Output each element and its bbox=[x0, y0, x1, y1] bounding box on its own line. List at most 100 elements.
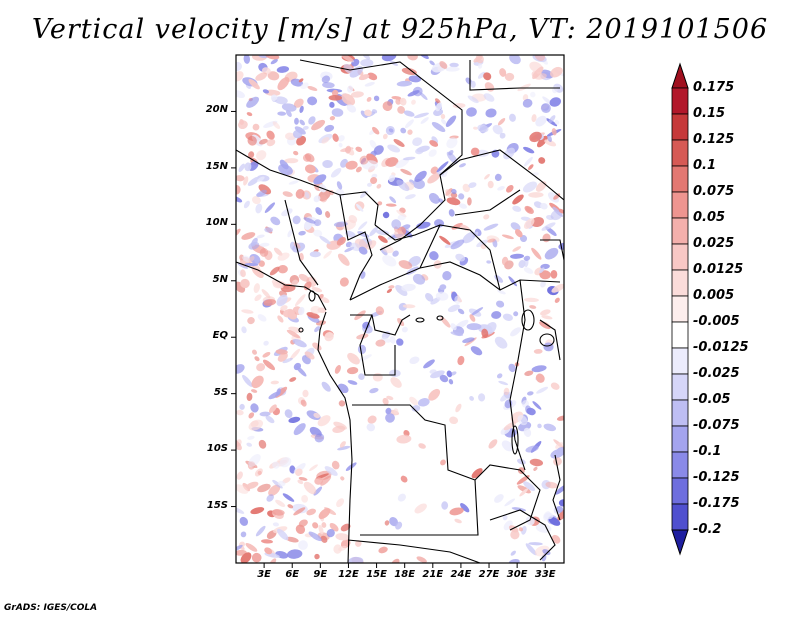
field-blob bbox=[530, 91, 536, 98]
field-blob bbox=[481, 328, 489, 338]
field-blob bbox=[394, 229, 405, 240]
field-blob bbox=[236, 228, 241, 237]
field-blob bbox=[523, 427, 532, 437]
field-blob bbox=[301, 494, 309, 503]
colorbar-label: 0.005 bbox=[693, 288, 735, 303]
field-blob bbox=[430, 370, 445, 379]
field-blob bbox=[355, 166, 362, 173]
field-blob bbox=[429, 251, 439, 261]
lake-outline bbox=[308, 290, 316, 302]
field-blob bbox=[282, 308, 295, 318]
field-blob bbox=[299, 252, 304, 261]
field-blob bbox=[248, 78, 260, 90]
field-blob bbox=[455, 403, 462, 413]
field-blob bbox=[304, 351, 315, 360]
field-blob bbox=[266, 494, 274, 502]
field-blob bbox=[550, 66, 563, 78]
border-line bbox=[439, 149, 564, 201]
colorbar-swatch bbox=[671, 347, 689, 375]
field-blob bbox=[280, 305, 288, 311]
field-blob bbox=[287, 549, 303, 559]
field-blob bbox=[367, 415, 377, 424]
field-blob bbox=[517, 467, 525, 475]
field-blob bbox=[367, 72, 378, 81]
field-blob bbox=[445, 115, 457, 127]
field-blob bbox=[454, 518, 462, 524]
field-blob bbox=[386, 288, 393, 294]
field-blob bbox=[360, 59, 374, 67]
field-blob bbox=[304, 191, 310, 199]
field-blob bbox=[457, 355, 465, 366]
colorbar-swatch bbox=[671, 477, 689, 505]
field-blob bbox=[298, 519, 308, 527]
field-blob bbox=[497, 186, 505, 191]
field-blob bbox=[533, 466, 538, 471]
colorbar-label: -0.175 bbox=[693, 496, 740, 511]
field-blob bbox=[278, 164, 293, 176]
field-blob bbox=[347, 380, 358, 385]
field-blob bbox=[440, 459, 446, 466]
field-blob bbox=[330, 168, 342, 178]
field-blob bbox=[262, 351, 271, 358]
field-blob bbox=[243, 55, 251, 64]
lat-label: 15S bbox=[206, 499, 228, 511]
lat-label: EQ bbox=[212, 330, 228, 342]
field-blob bbox=[270, 58, 278, 65]
field-blob bbox=[508, 559, 520, 563]
field-blob bbox=[293, 362, 302, 371]
field-blob bbox=[447, 304, 460, 313]
field-blob bbox=[395, 285, 408, 296]
field-blob bbox=[269, 266, 280, 276]
field-blob bbox=[277, 111, 287, 116]
field-blob bbox=[275, 499, 286, 507]
field-blob bbox=[509, 113, 516, 122]
field-blob bbox=[413, 112, 429, 119]
field-blob bbox=[326, 528, 335, 538]
field-blob bbox=[246, 112, 253, 117]
field-blob bbox=[524, 297, 539, 303]
field-blob bbox=[264, 547, 273, 555]
field-blob bbox=[448, 378, 454, 385]
field-blob bbox=[282, 477, 291, 484]
field-blob bbox=[501, 234, 514, 240]
colorbar-swatch bbox=[671, 321, 689, 349]
field-blob bbox=[416, 556, 427, 563]
field-blob bbox=[299, 105, 304, 113]
field-blob bbox=[364, 109, 372, 117]
field-blob bbox=[303, 481, 317, 495]
field-blob bbox=[404, 194, 416, 200]
field-blob bbox=[265, 415, 275, 424]
field-blob bbox=[241, 326, 247, 334]
field-blob bbox=[308, 116, 316, 125]
field-blob bbox=[306, 508, 316, 516]
field-blob bbox=[295, 189, 305, 199]
field-blob bbox=[397, 214, 406, 221]
field-blob bbox=[512, 246, 522, 252]
field-blob bbox=[425, 293, 434, 302]
field-blob bbox=[499, 68, 507, 77]
field-blob bbox=[250, 507, 265, 515]
field-blob bbox=[382, 101, 393, 111]
field-blob bbox=[275, 349, 288, 355]
field-blob bbox=[517, 485, 531, 494]
field-blob bbox=[403, 110, 415, 117]
field-blob bbox=[439, 374, 449, 383]
field-blob bbox=[550, 449, 564, 459]
border-line bbox=[347, 539, 481, 563]
field-blob bbox=[251, 375, 264, 389]
field-blob bbox=[247, 317, 255, 325]
field-blob bbox=[370, 177, 378, 184]
field-blob bbox=[523, 267, 534, 274]
lake-outline bbox=[511, 425, 519, 455]
field-blob bbox=[356, 333, 369, 340]
field-blob bbox=[550, 270, 558, 279]
lon-label: 12E bbox=[338, 569, 359, 580]
field-blob bbox=[248, 454, 261, 467]
border-line bbox=[236, 261, 327, 311]
colorbar-label: -0.1 bbox=[693, 444, 722, 459]
field-blob bbox=[245, 543, 258, 552]
field-blob bbox=[277, 77, 290, 91]
field-blob bbox=[470, 80, 476, 88]
field-blob bbox=[439, 61, 448, 69]
field-blob bbox=[318, 508, 331, 520]
